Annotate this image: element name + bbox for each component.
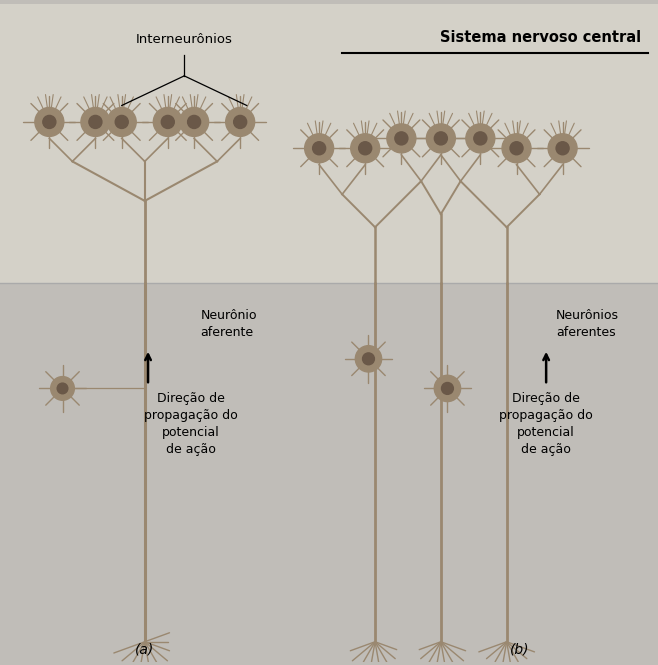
Circle shape bbox=[474, 132, 487, 145]
Text: Neurônios
aferentes: Neurônios aferentes bbox=[556, 309, 619, 339]
Circle shape bbox=[355, 346, 382, 372]
Text: Neurônio
aferente: Neurônio aferente bbox=[201, 309, 257, 339]
Circle shape bbox=[57, 383, 68, 394]
Circle shape bbox=[188, 116, 201, 128]
FancyBboxPatch shape bbox=[0, 3, 658, 283]
Circle shape bbox=[395, 132, 408, 145]
Circle shape bbox=[556, 142, 569, 155]
Circle shape bbox=[81, 108, 110, 136]
Circle shape bbox=[359, 142, 372, 155]
Circle shape bbox=[548, 134, 577, 163]
Circle shape bbox=[363, 353, 374, 364]
Circle shape bbox=[107, 108, 136, 136]
Circle shape bbox=[89, 116, 102, 128]
Circle shape bbox=[43, 116, 56, 128]
Circle shape bbox=[426, 124, 455, 153]
Text: (b): (b) bbox=[510, 642, 530, 656]
Circle shape bbox=[234, 116, 247, 128]
Circle shape bbox=[51, 376, 74, 400]
Circle shape bbox=[305, 134, 334, 163]
Circle shape bbox=[510, 142, 523, 155]
Circle shape bbox=[35, 108, 64, 136]
Text: Direção de
propagação do
potencial
de ação: Direção de propagação do potencial de aç… bbox=[499, 392, 593, 456]
Circle shape bbox=[226, 108, 255, 136]
Circle shape bbox=[153, 108, 182, 136]
Circle shape bbox=[180, 108, 209, 136]
Circle shape bbox=[351, 134, 380, 163]
Text: Interneurônios: Interneurônios bbox=[136, 33, 233, 46]
Text: Direção de
propagação do
potencial
de ação: Direção de propagação do potencial de aç… bbox=[144, 392, 238, 456]
Circle shape bbox=[115, 116, 128, 128]
Circle shape bbox=[313, 142, 326, 155]
Text: (a): (a) bbox=[135, 642, 155, 656]
Circle shape bbox=[502, 134, 531, 163]
Circle shape bbox=[387, 124, 416, 153]
Circle shape bbox=[442, 382, 453, 394]
Circle shape bbox=[434, 132, 447, 145]
Circle shape bbox=[161, 116, 174, 128]
Circle shape bbox=[434, 375, 461, 402]
Circle shape bbox=[466, 124, 495, 153]
Text: Sistema nervoso central: Sistema nervoso central bbox=[440, 30, 642, 45]
